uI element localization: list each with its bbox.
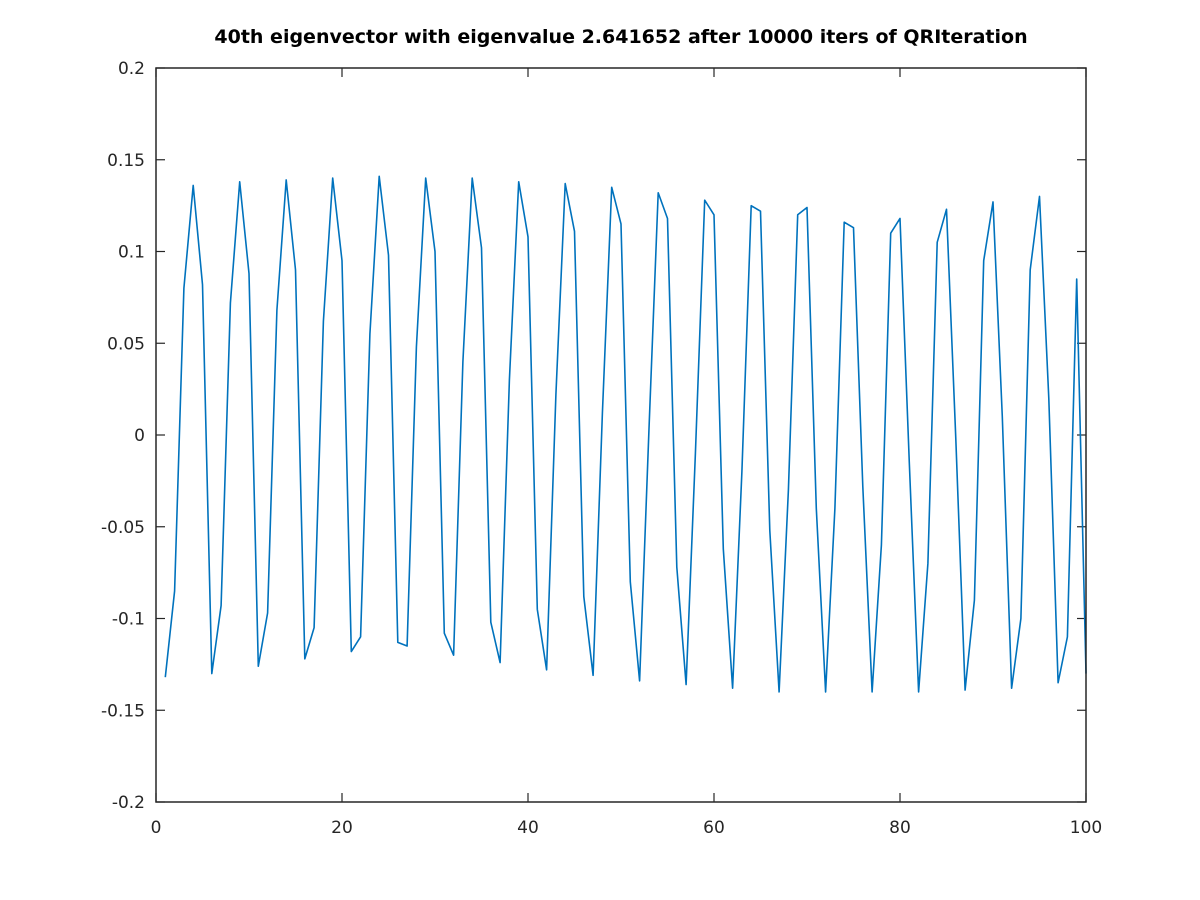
y-tick-label: 0.15 — [107, 151, 145, 171]
y-tick-label: 0.2 — [118, 59, 145, 79]
x-tick-label: 20 — [331, 818, 353, 838]
y-tick-label: -0.05 — [101, 518, 145, 538]
x-tick-label: 80 — [889, 818, 911, 838]
y-tick-label: -0.2 — [112, 793, 145, 813]
axis-tick-labels: 0 20 40 60 80 100 -0.2 -0.15 -0.1 -0.05 0 0.05 0.1 0.… — [101, 59, 1102, 838]
plot-background — [156, 68, 1086, 802]
y-tick-label: -0.1 — [112, 610, 145, 630]
y-tick-label: 0 — [134, 426, 145, 446]
series-line — [164, 175, 1087, 693]
x-tick-label: 40 — [517, 818, 539, 838]
x-tick-label: 100 — [1070, 818, 1102, 838]
plot-frame — [155, 67, 1087, 803]
chart-title: 40th eigenvector with eigenvalue 2.64165… — [214, 26, 1027, 48]
y-tick-label: 0.1 — [118, 243, 145, 263]
y-tick-label: 0.05 — [107, 334, 145, 354]
y-tick-label: -0.15 — [101, 701, 145, 721]
x-tick-label: 0 — [151, 818, 162, 838]
x-tick-label: 60 — [703, 818, 725, 838]
